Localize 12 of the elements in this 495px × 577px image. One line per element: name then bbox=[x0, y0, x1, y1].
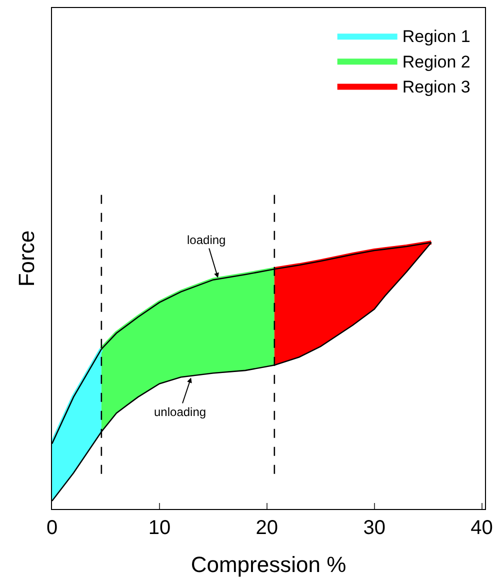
x-tick-label: 20 bbox=[256, 517, 278, 539]
x-axis-title: Compression % bbox=[190, 552, 346, 577]
legend-label: Region 2 bbox=[402, 52, 470, 72]
x-tick-label: 40 bbox=[470, 517, 493, 539]
x-tick-label: 10 bbox=[148, 517, 171, 539]
x-tick-label: 30 bbox=[363, 517, 386, 539]
legend-label: Region 1 bbox=[402, 27, 470, 46]
x-tick-label: 0 bbox=[46, 517, 58, 539]
legend-label: Region 3 bbox=[402, 77, 470, 96]
annotation: loading bbox=[187, 233, 226, 247]
y-axis-title: Force bbox=[14, 230, 39, 287]
annotation: unloading bbox=[154, 405, 206, 419]
